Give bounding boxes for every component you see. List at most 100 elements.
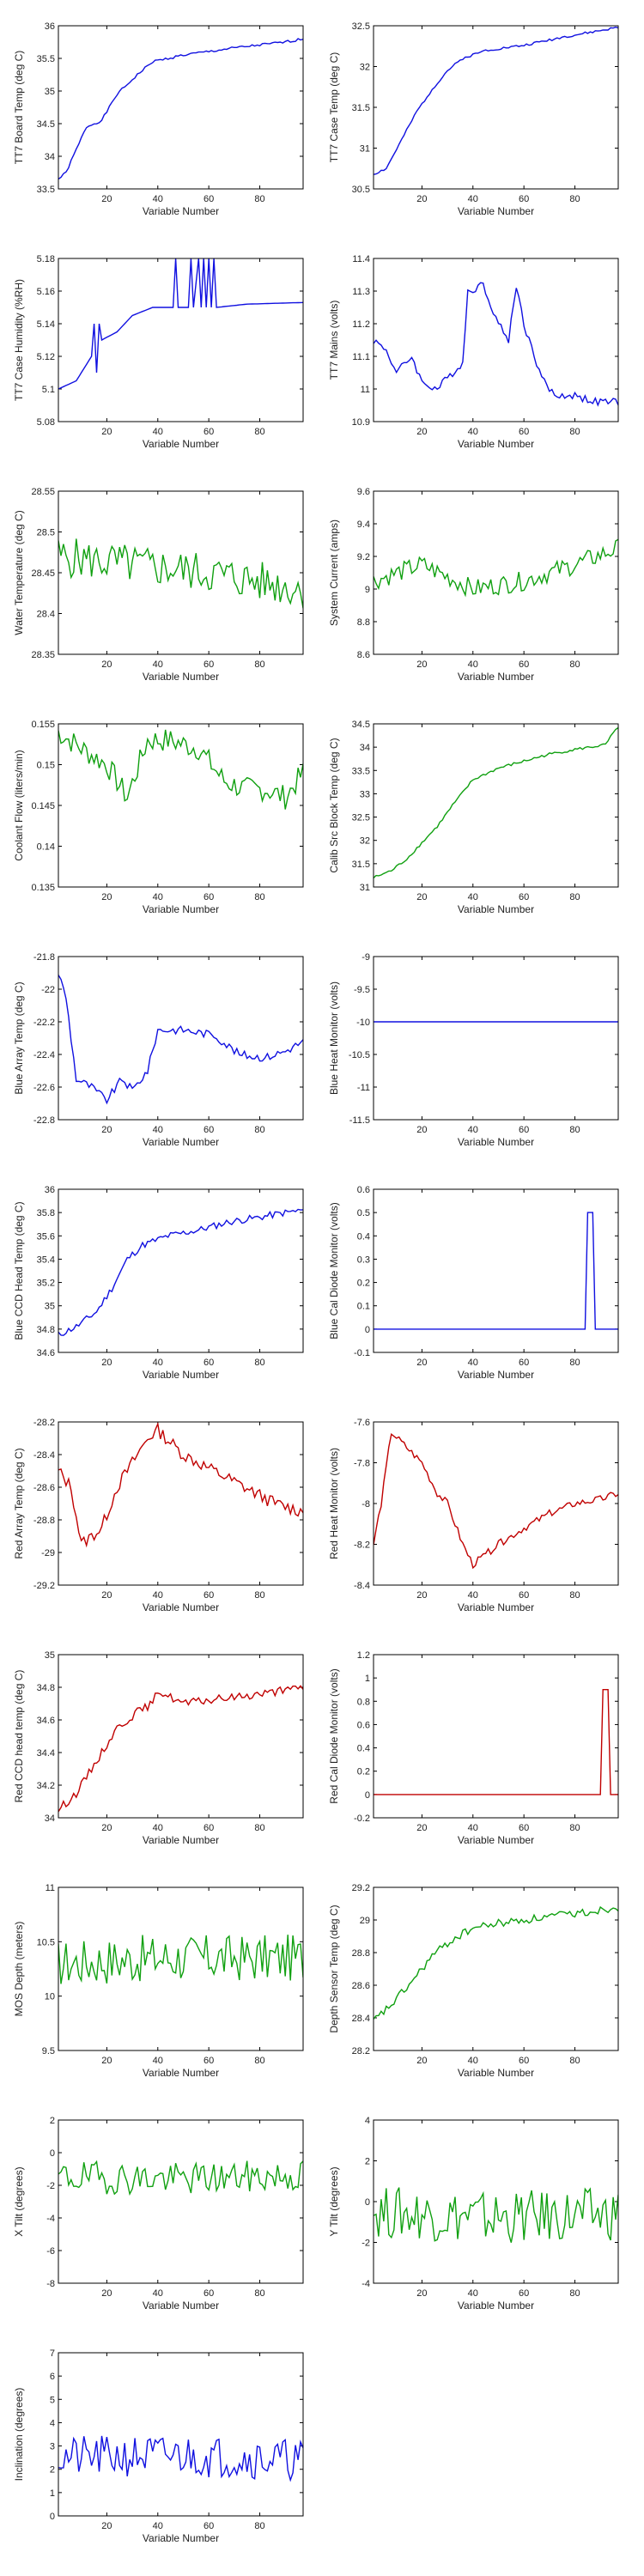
y-tick-label: 1 bbox=[50, 2488, 55, 2499]
y-tick-label: 0.135 bbox=[31, 883, 55, 893]
y-tick-label: 35.2 bbox=[37, 1279, 55, 1289]
x-tick-label: 60 bbox=[519, 427, 529, 437]
y-tick-label: 32.5 bbox=[352, 21, 370, 32]
y-tick-label: 35.4 bbox=[37, 1255, 55, 1265]
y-tick-label: 34 bbox=[360, 743, 370, 753]
series-line bbox=[58, 538, 303, 609]
y-tick-label: 10.9 bbox=[352, 417, 370, 428]
x-tick-label: 80 bbox=[254, 1125, 264, 1135]
y-tick-label: -11 bbox=[357, 1083, 370, 1093]
y-tick-label: 0.1 bbox=[357, 1302, 370, 1312]
x-axis-label: Variable Number bbox=[458, 1136, 534, 1148]
chart-panel-13: 20 40 60 80 -29.2 -29 -28.8 -28.6 -28.4 -28.2 Vari… bbox=[13, 1418, 304, 1613]
y-tick-label: 31.5 bbox=[352, 860, 370, 870]
x-axis-label: Variable Number bbox=[458, 671, 534, 683]
y-axis-label: Red Heat Monitor (volts) bbox=[328, 1448, 340, 1559]
x-tick-label: 40 bbox=[153, 1358, 163, 1368]
plot-frame bbox=[58, 490, 304, 655]
y-tick-label: 5.18 bbox=[37, 254, 55, 264]
x-tick-label: 40 bbox=[468, 427, 478, 437]
y-tick-label: 0 bbox=[365, 1790, 370, 1801]
y-tick-label: 1 bbox=[365, 1674, 370, 1684]
y-tick-label: 34.6 bbox=[37, 1348, 55, 1358]
y-tick-label: -2 bbox=[46, 2181, 55, 2191]
x-tick-label: 20 bbox=[101, 1590, 112, 1601]
y-tick-label: 11 bbox=[46, 1883, 55, 1893]
y-tick-label: -4 bbox=[46, 2214, 55, 2224]
y-tick-label: -9.5 bbox=[354, 985, 370, 995]
x-tick-label: 80 bbox=[254, 2288, 264, 2299]
y-tick-label: 5 bbox=[50, 2395, 55, 2405]
y-tick-label: 28.45 bbox=[31, 568, 55, 579]
y-tick-label: 9.4 bbox=[357, 519, 370, 530]
y-tick-label: -21.8 bbox=[33, 952, 55, 963]
y-tick-label: 0.2 bbox=[357, 1279, 370, 1289]
y-tick-label: -9 bbox=[361, 952, 370, 963]
series-line bbox=[374, 538, 618, 598]
y-tick-label: 0.145 bbox=[31, 801, 55, 811]
x-tick-label: 20 bbox=[416, 2288, 427, 2299]
y-tick-label: 35 bbox=[45, 1302, 55, 1312]
y-axis-label: Blue Array Temp (deg C) bbox=[13, 981, 25, 1094]
series-line bbox=[58, 1422, 303, 1548]
plot-frame bbox=[373, 2119, 619, 2284]
chart-panel-2: 20 40 60 80 30.5 31 31.5 32 32.5 Variable Number T… bbox=[328, 21, 619, 217]
plot-frame bbox=[373, 956, 619, 1121]
x-tick-label: 60 bbox=[204, 1358, 214, 1368]
y-tick-label: 9 bbox=[365, 585, 370, 595]
x-tick-label: 20 bbox=[101, 892, 112, 902]
y-tick-label: 0.4 bbox=[357, 1231, 370, 1242]
y-tick-label: 35.8 bbox=[37, 1208, 55, 1218]
x-tick-label: 80 bbox=[569, 2288, 580, 2299]
x-tick-label: 40 bbox=[468, 1823, 478, 1833]
y-tick-label: 5.08 bbox=[37, 417, 55, 428]
x-tick-label: 20 bbox=[416, 659, 427, 670]
y-tick-label: -28.6 bbox=[33, 1483, 55, 1493]
y-tick-label: -10 bbox=[356, 1018, 370, 1028]
x-axis-label: Variable Number bbox=[143, 903, 219, 915]
y-tick-label: -0.2 bbox=[354, 1814, 370, 1824]
y-axis-label: Calib Src Block Temp (deg C) bbox=[328, 738, 340, 872]
x-axis-label: Variable Number bbox=[458, 1369, 534, 1381]
plot-frame bbox=[58, 723, 304, 888]
y-tick-label: 32 bbox=[360, 836, 370, 847]
y-axis-label: Red Cal Diode Monitor (volts) bbox=[328, 1668, 340, 1803]
x-axis-label: Variable Number bbox=[143, 205, 219, 217]
y-tick-label: 28.55 bbox=[31, 487, 55, 497]
chart-panel-20: 20 40 60 80 -4 -2 0 2 4 Variable Number Y Tilt (de… bbox=[328, 2116, 619, 2312]
y-tick-label: 0.8 bbox=[357, 1697, 370, 1707]
x-tick-label: 60 bbox=[519, 1823, 529, 1833]
x-tick-label: 60 bbox=[204, 1590, 214, 1601]
y-tick-label: 34.4 bbox=[37, 1748, 55, 1759]
y-tick-label: 11.4 bbox=[352, 254, 370, 264]
plot-frame bbox=[373, 258, 619, 422]
y-tick-label: 2 bbox=[365, 2157, 370, 2167]
y-axis-label: Depth Sensor Temp (deg C) bbox=[328, 1905, 340, 2032]
y-tick-label: 34.8 bbox=[37, 1683, 55, 1693]
x-tick-label: 40 bbox=[468, 2056, 478, 2066]
x-tick-label: 20 bbox=[101, 2056, 112, 2066]
y-axis-label: TT7 Board Temp (deg C) bbox=[13, 51, 25, 165]
y-tick-label: 36 bbox=[45, 21, 55, 32]
x-tick-label: 80 bbox=[254, 2521, 264, 2531]
y-tick-label: 11.1 bbox=[352, 352, 370, 362]
x-tick-label: 40 bbox=[468, 892, 478, 902]
y-axis-label: TT7 Mains (volts) bbox=[328, 301, 340, 380]
x-tick-label: 20 bbox=[416, 194, 427, 204]
y-tick-label: 11.2 bbox=[352, 319, 370, 330]
y-tick-label: 5.12 bbox=[37, 352, 55, 362]
x-tick-label: 80 bbox=[569, 427, 580, 437]
series-line bbox=[374, 26, 618, 175]
plot-frame bbox=[373, 1421, 619, 1586]
y-tick-label: 0.155 bbox=[31, 720, 55, 730]
x-tick-label: 40 bbox=[468, 2288, 478, 2299]
x-axis-label: Variable Number bbox=[143, 438, 219, 450]
y-tick-label: 30.5 bbox=[352, 185, 370, 195]
y-tick-label: 31 bbox=[360, 883, 370, 893]
chart-panel-10: 20 40 60 80 -11.5 -11 -10.5 -10 -9.5 -9 Variable N… bbox=[328, 952, 619, 1148]
y-tick-label: 0 bbox=[50, 2148, 55, 2159]
y-tick-label: 35.5 bbox=[37, 54, 55, 64]
series-line bbox=[374, 2187, 618, 2243]
y-tick-label: 31 bbox=[360, 144, 370, 155]
x-tick-label: 40 bbox=[468, 1125, 478, 1135]
